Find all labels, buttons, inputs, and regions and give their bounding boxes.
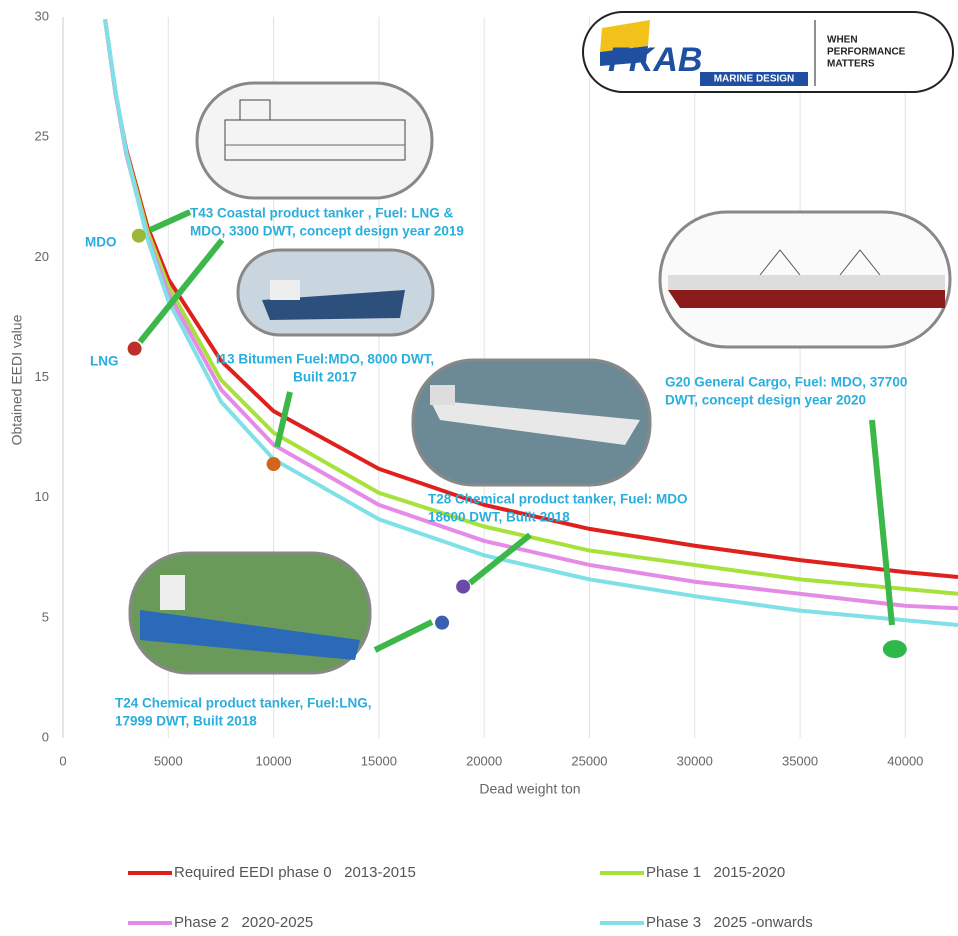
- logo-slogan: PERFORMANCE: [827, 47, 906, 58]
- annotation: T28 Chemical product tanker, Fuel: MDO: [428, 492, 688, 507]
- x-tick-label: 40000: [887, 753, 923, 768]
- ship-image: [658, 210, 952, 349]
- annotation: T43 Coastal product tanker , Fuel: LNG &: [190, 206, 454, 221]
- y-tick-label: 10: [35, 489, 49, 504]
- annotation: MDO, 3300 DWT, concept design year 2019: [190, 224, 464, 239]
- y-tick-label: 0: [42, 729, 49, 744]
- data-point: [435, 615, 450, 630]
- legend-label: Phase 1 2015-2020: [646, 864, 785, 881]
- x-tick-label: 5000: [154, 753, 183, 768]
- ship-image: [411, 358, 652, 487]
- data-point: [127, 341, 142, 356]
- logo-sub: MARINE DESIGN: [714, 74, 795, 85]
- y-tick-label: 30: [35, 8, 49, 23]
- connector: [148, 209, 192, 233]
- curve: [103, 19, 958, 628]
- curves: [103, 19, 958, 628]
- point-label: LNG: [90, 354, 119, 369]
- y-tick-label: 25: [35, 129, 49, 144]
- logo: FKAB MARINE DESIGN WHEN PERFORMANCE MATT…: [582, 11, 954, 93]
- legend-label: Phase 2 2020-2025: [174, 914, 313, 931]
- x-tick-label: 25000: [571, 753, 607, 768]
- annotation: I13 Bitumen Fuel:MDO, 8000 DWT,: [216, 352, 434, 367]
- x-tick-label: 30000: [677, 753, 713, 768]
- x-tick-label: 15000: [361, 753, 397, 768]
- data-point: [882, 640, 907, 659]
- connector: [373, 619, 434, 653]
- x-tick-label: 10000: [256, 753, 292, 768]
- legend-label: Required EEDI phase 0 2013-2015: [174, 864, 416, 881]
- annotation: Built 2017: [293, 370, 357, 385]
- data-point: [266, 457, 281, 472]
- data-point: [456, 579, 471, 594]
- x-tick-label: 20000: [466, 753, 502, 768]
- y-tick-label: 5: [42, 609, 49, 624]
- x-tick-label: 35000: [782, 753, 818, 768]
- connector: [468, 532, 532, 586]
- y-axis-label: Obtained EEDI value: [9, 314, 25, 445]
- ship-image: [195, 81, 434, 200]
- annotation: T24 Chemical product tanker, Fuel:LNG,: [115, 696, 372, 711]
- annotation: G20 General Cargo, Fuel: MDO, 37700: [665, 375, 907, 390]
- ship-image: [128, 551, 372, 675]
- x-tick-label: 0: [59, 753, 66, 768]
- ship-image: [236, 248, 435, 337]
- point-label: MDO: [85, 235, 117, 250]
- logo-slogan: WHEN: [827, 35, 858, 46]
- connector: [137, 238, 225, 344]
- annotation: 17999 DWT, Built 2018: [115, 714, 257, 729]
- connector: [869, 419, 895, 626]
- annotation: 18600 DWT, Built 2018: [428, 510, 570, 525]
- annotation: DWT, concept design year 2020: [665, 393, 866, 408]
- logo-brand: FKAB: [608, 41, 702, 79]
- legend-label: Phase 3 2025 -onwards: [646, 914, 813, 931]
- x-axis-label: Dead weight ton: [479, 781, 580, 797]
- data-point: [131, 228, 146, 243]
- y-tick-label: 15: [35, 369, 49, 384]
- logo-slogan: MATTERS: [827, 59, 875, 70]
- connector: [274, 391, 293, 448]
- y-tick-label: 20: [35, 249, 49, 264]
